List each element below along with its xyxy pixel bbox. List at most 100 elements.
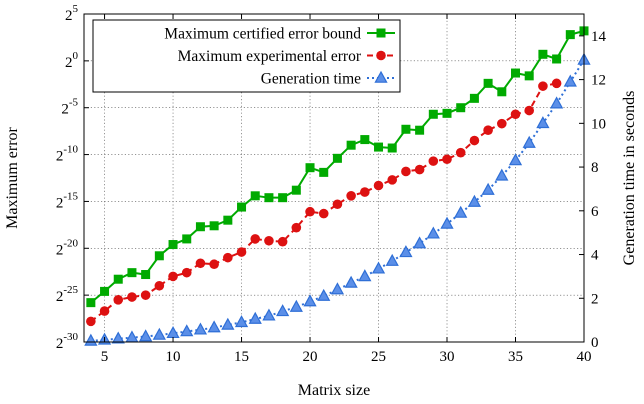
- series-layer: [84, 26, 591, 346]
- data-point: [264, 235, 274, 246]
- x-tick-label: 30: [440, 349, 455, 365]
- x-tick-label: 35: [508, 349, 523, 365]
- data-point: [387, 175, 398, 185]
- y2-tick-label: 10: [591, 116, 606, 132]
- data-point: [563, 74, 577, 87]
- y-tick-base: 2: [56, 149, 64, 165]
- data-point: [305, 163, 315, 173]
- data-point: [469, 135, 480, 146]
- x-tick-label: 20: [303, 349, 318, 365]
- data-point: [305, 206, 315, 217]
- series-2: [86, 78, 562, 327]
- y2-tick-label: 8: [591, 160, 599, 176]
- data-point: [442, 108, 452, 118]
- data-point: [508, 153, 523, 166]
- data-point: [291, 222, 302, 233]
- y-tick-base: 2: [56, 289, 64, 305]
- series-3: [84, 52, 591, 346]
- data-point: [207, 320, 221, 333]
- data-point: [141, 270, 151, 280]
- data-point: [99, 306, 110, 316]
- data-point: [152, 327, 166, 340]
- data-point: [86, 316, 96, 327]
- data-point: [426, 226, 440, 239]
- y-tick-exponent: 5: [73, 3, 79, 15]
- data-point: [497, 118, 507, 129]
- data-point: [330, 282, 345, 295]
- y2-axis-label: Generation time in seconds: [621, 91, 638, 266]
- y-tick-exponent: -20: [63, 237, 78, 249]
- data-point: [276, 304, 290, 317]
- y-tick-label: 25: [65, 3, 79, 24]
- data-point: [291, 185, 301, 195]
- data-point: [264, 193, 274, 203]
- data-point: [374, 142, 384, 152]
- data-point: [113, 295, 124, 305]
- data-point: [139, 329, 153, 342]
- y-tick-exponent: -10: [63, 144, 78, 156]
- data-point: [223, 215, 233, 225]
- data-point: [303, 294, 317, 307]
- y2-tick-label: 4: [591, 248, 599, 264]
- data-point: [565, 30, 575, 40]
- data-point: [428, 109, 438, 119]
- data-point: [318, 208, 329, 219]
- data-point: [250, 234, 261, 244]
- data-point: [86, 298, 96, 308]
- data-point: [454, 205, 468, 218]
- data-point: [140, 290, 151, 300]
- data-point: [510, 109, 521, 120]
- data-point: [168, 240, 178, 250]
- legend-box: [92, 19, 401, 93]
- legend: Maximum certified error bound Maximum exp…: [92, 19, 401, 93]
- y2-tick-label: 12: [591, 73, 606, 89]
- x-tick-label: 15: [234, 349, 249, 365]
- x-tick-label: 25: [371, 349, 386, 365]
- data-point: [495, 168, 509, 181]
- data-point: [234, 315, 249, 328]
- data-point: [522, 135, 536, 148]
- data-point: [168, 271, 178, 282]
- y-tick-base: 2: [65, 8, 73, 24]
- y-tick-exponent: -5: [69, 97, 79, 109]
- x-tick-label: 5: [101, 349, 109, 365]
- x-tick-label: 40: [577, 349, 592, 365]
- data-point: [536, 116, 550, 129]
- legend-swatch-marker: [374, 70, 388, 83]
- y-tick-exponent: -30: [63, 331, 78, 343]
- y2-tick-label: 2: [591, 291, 599, 307]
- data-point: [483, 78, 493, 88]
- data-point: [317, 288, 331, 301]
- data-point: [467, 194, 482, 207]
- data-point: [84, 333, 98, 346]
- data-point: [278, 193, 288, 203]
- data-point: [182, 234, 192, 244]
- y-tick-base: 2: [61, 102, 69, 118]
- data-point: [399, 245, 413, 258]
- data-point: [415, 125, 425, 135]
- data-point: [538, 81, 548, 91]
- data-point: [428, 156, 439, 166]
- data-point: [319, 167, 329, 177]
- data-point: [371, 261, 386, 274]
- data-point: [209, 221, 219, 231]
- data-point: [551, 78, 562, 89]
- y-tick-base: 2: [56, 195, 64, 211]
- data-point: [387, 143, 397, 153]
- y-tick-base: 2: [56, 242, 64, 258]
- data-point: [497, 87, 507, 97]
- data-point: [127, 292, 137, 302]
- y-tick-label: 2-25: [56, 284, 79, 305]
- data-point: [481, 182, 495, 195]
- data-point: [111, 331, 125, 344]
- data-point: [440, 216, 454, 229]
- series-1: [86, 26, 589, 308]
- y-tick-label: 2-20: [56, 237, 79, 258]
- data-point: [237, 202, 247, 212]
- legend-swatch-marker: [376, 28, 386, 38]
- data-point: [346, 191, 356, 201]
- data-point: [401, 166, 411, 177]
- data-point: [413, 236, 427, 249]
- data-point: [414, 164, 425, 175]
- y-tick-base: 2: [56, 336, 64, 352]
